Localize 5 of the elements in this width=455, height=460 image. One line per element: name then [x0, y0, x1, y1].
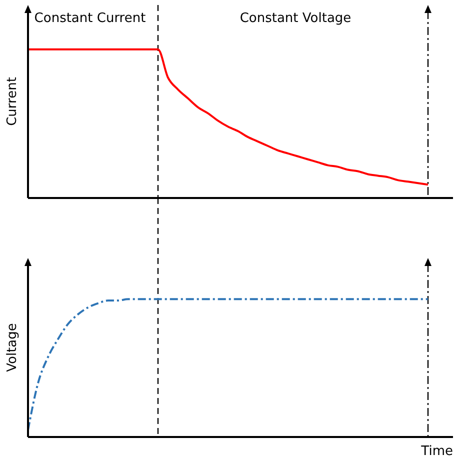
y-axis-title: Voltage: [5, 323, 20, 372]
x-axis-title: Time: [420, 444, 453, 459]
text: Constant Current: [34, 11, 146, 26]
text: Constant Voltage: [240, 11, 352, 26]
y-axis-title: Current: [5, 77, 20, 126]
